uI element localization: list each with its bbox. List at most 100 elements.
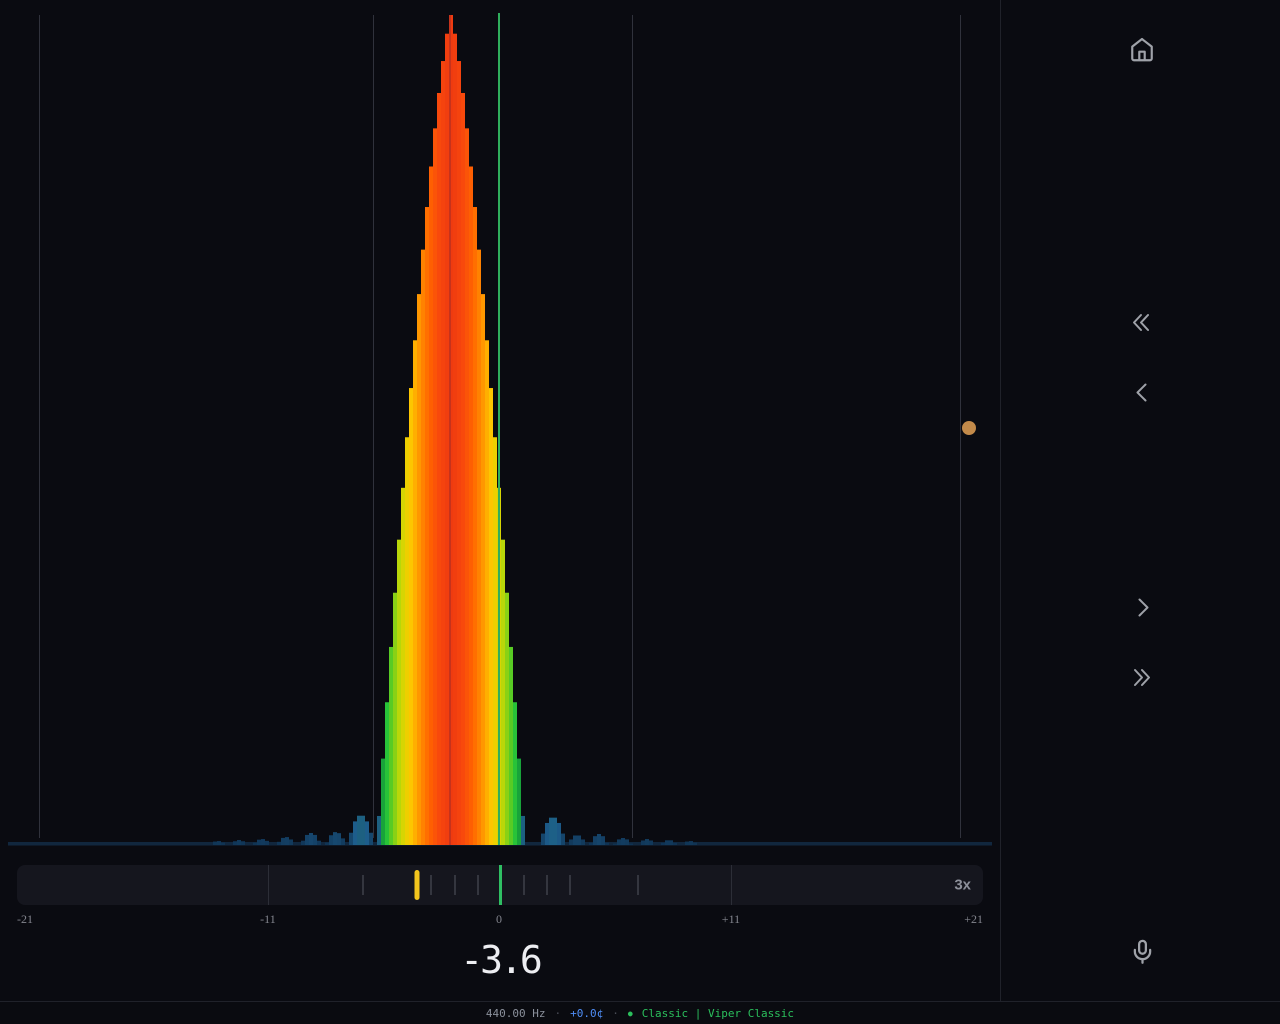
- spectrum-bar: [597, 834, 601, 845]
- cents-meter[interactable]: 3x: [17, 865, 983, 905]
- spectrum-bar: [617, 839, 621, 845]
- meter-tick-minor: [454, 875, 457, 895]
- cents-value: -3.6: [460, 938, 543, 982]
- status-segment: Classic | Viper Classic: [641, 1006, 795, 1020]
- meter-tick-divider: [730, 865, 732, 905]
- spectrum-panel: 3x -21 -11 0 +11 +21: [8, 13, 992, 982]
- meter-zoom-label[interactable]: 3x: [954, 876, 971, 894]
- spectrum-bar: [257, 839, 261, 845]
- spectrum-bar: [549, 817, 553, 845]
- spectrum-bar: [689, 841, 693, 845]
- spectrum-bar: [501, 539, 505, 845]
- spectrum-bar: [517, 758, 521, 845]
- spectrum-bar: [545, 822, 549, 845]
- spectrum-bar: [601, 836, 605, 845]
- meter-tick-minor: [477, 875, 479, 895]
- spectrum-bar: [625, 839, 629, 845]
- spectrum-bar: [285, 837, 289, 845]
- spectrum-bar: [561, 833, 565, 845]
- spectrum-bar: [593, 836, 597, 845]
- spectrum-bar: [489, 388, 493, 845]
- spectrum-bar: [305, 834, 309, 845]
- spectrum-bar: [361, 815, 365, 845]
- spectrum-gridline: [632, 15, 633, 838]
- microphone-icon: [1129, 939, 1156, 968]
- spectrum-bar: [409, 388, 413, 845]
- next-octave-button[interactable]: [1129, 665, 1154, 690]
- meter-scale-label: -11: [260, 912, 276, 926]
- spectrum-bar: [429, 166, 433, 846]
- prev-octave-button[interactable]: [1129, 310, 1154, 335]
- chevrons-right-icon: [1129, 669, 1154, 693]
- spectrum-bar: [365, 821, 369, 845]
- spectrum-bar: [325, 842, 329, 845]
- spectrum-bar: [213, 841, 217, 845]
- cents-indicator: [414, 870, 420, 900]
- status-segment: 440.00 Hz: [485, 1006, 546, 1020]
- spectrum-bar: [393, 592, 397, 845]
- chevron-right-icon: [1131, 598, 1154, 622]
- peak-center-line: [449, 15, 451, 845]
- spectrum-bar: [629, 843, 633, 845]
- status-segment: ●: [627, 1008, 633, 1018]
- spectrum-bar: [493, 437, 497, 845]
- spectrum-bar: [405, 437, 409, 845]
- spectrum-bar: [693, 842, 697, 845]
- home-button[interactable]: [1129, 36, 1155, 62]
- spectrum-bar: [437, 92, 441, 846]
- spectrum-bar: [613, 843, 617, 845]
- spectrum-bar: [445, 33, 449, 845]
- meter-scale-label: +11: [721, 912, 741, 926]
- meter-tick-divider: [267, 865, 269, 905]
- status-segment: ·: [554, 1006, 562, 1020]
- spectrum-bar: [521, 815, 525, 845]
- marker-dot: [962, 421, 976, 435]
- spectrum-bar: [641, 840, 645, 845]
- status-segment: ·: [612, 1006, 619, 1020]
- spectrum-bar: [481, 294, 485, 846]
- spectrum-bar: [277, 841, 281, 845]
- spectrum-bar: [485, 340, 489, 845]
- spectrum-bar: [401, 487, 405, 845]
- spectrum-bar: [581, 839, 585, 845]
- spectrum-bar: [217, 841, 221, 845]
- spectrum-bar: [417, 294, 421, 846]
- spectrum-bar: [349, 832, 353, 845]
- spectrum-bar: [381, 758, 385, 845]
- spectrum-bar: [329, 835, 333, 845]
- spectrum-bar: [573, 835, 577, 845]
- reference-pitch-line: [498, 13, 500, 845]
- spectrum-bar: [645, 839, 649, 845]
- next-note-button[interactable]: [1131, 596, 1154, 619]
- spectrum-bar: [577, 835, 581, 845]
- meter-tick-minor: [361, 875, 364, 895]
- spectrum-bar: [673, 842, 677, 845]
- spectrum-bar: [253, 842, 257, 845]
- meter-tick-minor: [522, 875, 525, 895]
- spectrum-bar: [513, 702, 517, 845]
- spectrum-bar: [541, 833, 545, 845]
- spectrum-bar: [589, 842, 593, 845]
- spectrum-bar: [621, 838, 625, 845]
- spectrum-bar: [385, 702, 389, 845]
- prev-note-button[interactable]: [1131, 381, 1154, 404]
- meter-scale-label: 0: [496, 912, 503, 926]
- spectrum-bar: [377, 815, 381, 845]
- spectrum-gridline: [373, 15, 374, 838]
- spectrum-bar: [369, 832, 373, 845]
- spectrum-bar: [433, 128, 437, 845]
- spectrum-bar: [669, 840, 673, 845]
- spectrum-bar: [337, 833, 341, 845]
- spectrum-bar: [441, 61, 445, 846]
- microphone-button[interactable]: [1129, 938, 1156, 965]
- spectrum-bar: [413, 340, 417, 845]
- spectrum-bar: [685, 841, 689, 845]
- spectrum-bar: [317, 840, 321, 845]
- spectrum-gridline: [39, 15, 40, 838]
- spectrum-bar: [237, 840, 241, 845]
- spectrum-gridline: [960, 15, 961, 838]
- spectrum-bar: [649, 840, 653, 845]
- chevrons-left-icon: [1129, 314, 1154, 338]
- spectrum-bar: [265, 840, 269, 845]
